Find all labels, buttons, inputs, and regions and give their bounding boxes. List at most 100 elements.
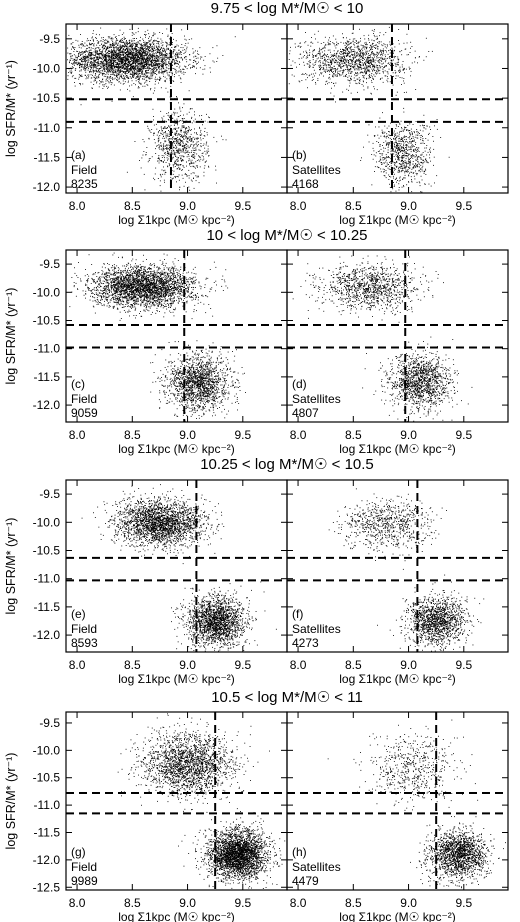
scatter-point <box>125 67 127 69</box>
scatter-point <box>92 38 94 40</box>
scatter-point <box>174 62 176 63</box>
scatter-point <box>389 41 391 43</box>
scatter-point <box>125 57 126 59</box>
scatter-point <box>200 139 202 141</box>
scatter-point <box>135 62 137 64</box>
scatter-point <box>116 54 117 56</box>
scatter-point <box>94 70 96 72</box>
scatter-point <box>152 50 154 52</box>
scatter-point <box>96 44 98 46</box>
scatter-point <box>168 163 170 165</box>
scatter-point <box>137 31 139 33</box>
scatter-point <box>179 142 180 144</box>
scatter-point <box>84 52 86 53</box>
scatter-point <box>198 182 200 184</box>
scatter-point <box>371 46 373 48</box>
scatter-point <box>365 44 367 45</box>
scatter-point <box>172 137 174 139</box>
scatter-point <box>382 48 384 50</box>
scatter-point <box>179 134 181 135</box>
scatter-point <box>156 46 158 48</box>
scatter-point <box>152 68 154 70</box>
scatter-point <box>130 67 132 69</box>
scatter-point <box>353 80 355 82</box>
scatter-point <box>161 149 163 151</box>
scatter-point <box>129 43 131 45</box>
scatter-point <box>190 67 191 69</box>
scatter-point <box>157 65 159 67</box>
scatter-point <box>345 76 347 77</box>
scatter-point <box>160 50 162 52</box>
scatter-point <box>398 58 400 60</box>
scatter-point <box>195 50 196 52</box>
scatter-point <box>367 62 369 64</box>
scatter-point <box>299 53 301 55</box>
scatter-point <box>169 144 171 146</box>
scatter-point <box>103 85 105 87</box>
scatter-point <box>105 39 106 41</box>
scatter-point <box>332 75 334 77</box>
scatter-point <box>91 53 93 55</box>
scatter-point <box>144 41 146 43</box>
scatter-point <box>132 53 134 55</box>
scatter-point <box>93 57 95 58</box>
scatter-point <box>368 57 370 59</box>
scatter-point <box>114 75 116 76</box>
scatter-point <box>329 59 331 61</box>
scatter-point <box>147 84 149 86</box>
scatter-point <box>112 40 114 42</box>
scatter-point <box>118 56 120 58</box>
scatter-point <box>176 159 177 161</box>
scatter-point <box>172 164 174 166</box>
scatter-point <box>150 45 151 47</box>
scatter-point <box>89 43 90 45</box>
scatter-point <box>93 55 95 56</box>
scatter-point <box>178 139 180 140</box>
scatter-point <box>359 49 361 50</box>
scatter-point <box>152 57 154 59</box>
scatter-point <box>71 62 73 64</box>
scatter-point <box>86 76 87 78</box>
scatter-point <box>406 91 407 93</box>
scatter-point <box>151 69 153 71</box>
scatter-point <box>159 185 161 187</box>
scatter-point <box>119 55 120 57</box>
scatter-point <box>162 65 164 67</box>
scatter-point <box>136 48 137 50</box>
scatter-point <box>158 46 160 48</box>
scatter-point <box>86 67 88 68</box>
scatter-point <box>142 66 144 68</box>
scatter-point <box>74 59 75 60</box>
scatter-point <box>191 159 193 161</box>
scatter-point <box>101 46 103 48</box>
scatter-point <box>79 83 81 84</box>
scatter-point <box>187 141 189 143</box>
scatter-point <box>126 58 128 60</box>
scatter-point <box>106 60 107 62</box>
scatter-point <box>314 55 316 57</box>
scatter-point <box>130 56 132 58</box>
scatter-point <box>97 42 99 44</box>
scatter-point <box>70 73 72 74</box>
scatter-point <box>373 47 375 48</box>
scatter-point <box>119 60 120 62</box>
scatter-point <box>129 70 131 72</box>
scatter-point <box>112 42 113 44</box>
scatter-point <box>298 45 300 47</box>
scatter-point <box>118 54 120 56</box>
scatter-point <box>93 70 95 72</box>
scatter-point <box>359 66 360 68</box>
scatter-point <box>409 68 410 70</box>
scatter-point <box>161 64 163 66</box>
scatter-point <box>122 66 124 68</box>
scatter-point <box>295 46 296 48</box>
scatter-point <box>147 58 149 60</box>
scatter-point <box>163 146 164 148</box>
scatter-point <box>353 63 355 65</box>
scatter-point <box>186 175 188 177</box>
scatter-point <box>172 131 173 133</box>
scatter-point <box>162 161 164 162</box>
scatter-point <box>366 53 367 54</box>
scatter-point <box>103 72 104 74</box>
scatter-point <box>141 51 143 53</box>
